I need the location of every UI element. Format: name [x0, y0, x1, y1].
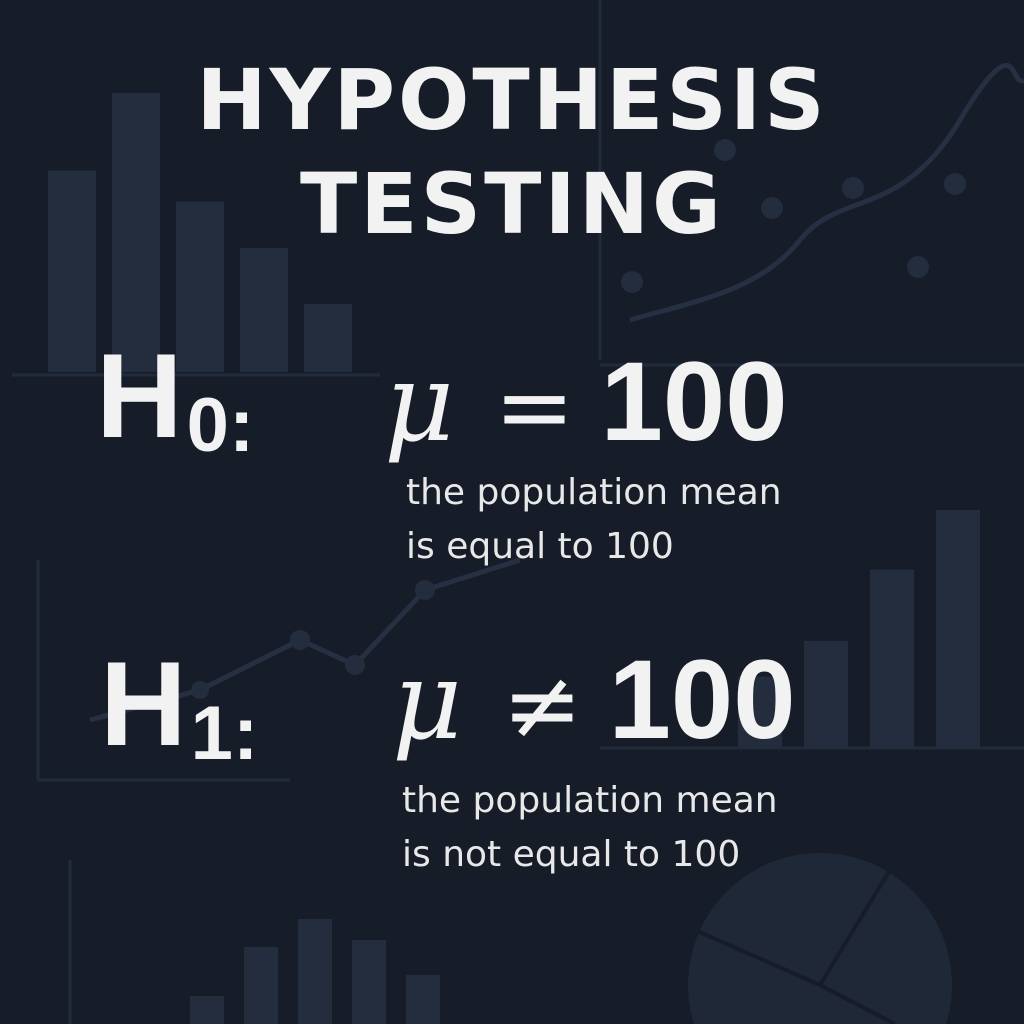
background-bar — [244, 947, 278, 1024]
background-bar — [406, 975, 440, 1024]
null-hypothesis-colon: : — [228, 383, 255, 468]
null-hypothesis-formula: μ = 100 — [384, 342, 788, 467]
background-bar — [304, 303, 352, 372]
alt-hypothesis-formula: μ ≠ 100 — [392, 640, 796, 765]
mu-symbol: μ — [392, 639, 463, 764]
not-equals-operator: ≠ — [502, 649, 583, 761]
null-hypothesis-value: 100 — [600, 339, 788, 464]
alt-hypothesis-value: 100 — [608, 637, 796, 762]
background-bar — [870, 569, 914, 748]
null-hypothesis-subscript: 0 — [186, 383, 229, 468]
background-bars-right — [738, 510, 980, 748]
background-bar — [804, 640, 848, 748]
null-hypothesis-description: the population mean is equal to 100 — [406, 466, 782, 574]
background-bar — [298, 919, 332, 1024]
mu-symbol: μ — [384, 341, 455, 466]
alt-hypothesis-desc-line-2: is not equal to 100 — [402, 834, 741, 875]
background-bar — [738, 676, 782, 748]
background-bar — [176, 201, 224, 372]
equals-operator: = — [494, 351, 575, 463]
null-hypothesis-letter: H — [96, 329, 183, 463]
alt-hypothesis-description: the population mean is not equal to 100 — [402, 774, 778, 882]
alt-hypothesis-label: H1: — [100, 644, 258, 780]
background-bar — [190, 996, 224, 1024]
background-bar — [240, 248, 288, 372]
alt-hypothesis-colon: : — [232, 691, 259, 776]
alt-hypothesis-subscript: 1 — [190, 691, 233, 776]
background-bars-left — [48, 93, 352, 372]
background-bar — [48, 170, 96, 372]
alt-hypothesis-desc-line-1: the population mean — [402, 780, 778, 821]
title-line-2: TESTING — [300, 155, 724, 253]
null-hypothesis-label: H0: — [96, 336, 254, 472]
null-hypothesis-desc-line-1: the population mean — [406, 472, 782, 513]
background-scatter-points — [191, 139, 966, 699]
null-hypothesis-desc-line-2: is equal to 100 — [406, 526, 674, 567]
background-pie-chart — [688, 853, 952, 1024]
background-bar — [936, 510, 980, 748]
background-bar — [112, 93, 160, 372]
background-bars-bottom — [190, 919, 440, 1024]
page-title: HYPOTHESIS TESTING — [0, 48, 1024, 256]
background-bar — [352, 940, 386, 1024]
alt-hypothesis-letter: H — [100, 637, 187, 771]
background-line-plot — [89, 63, 1024, 723]
title-line-1: HYPOTHESIS — [196, 51, 828, 149]
